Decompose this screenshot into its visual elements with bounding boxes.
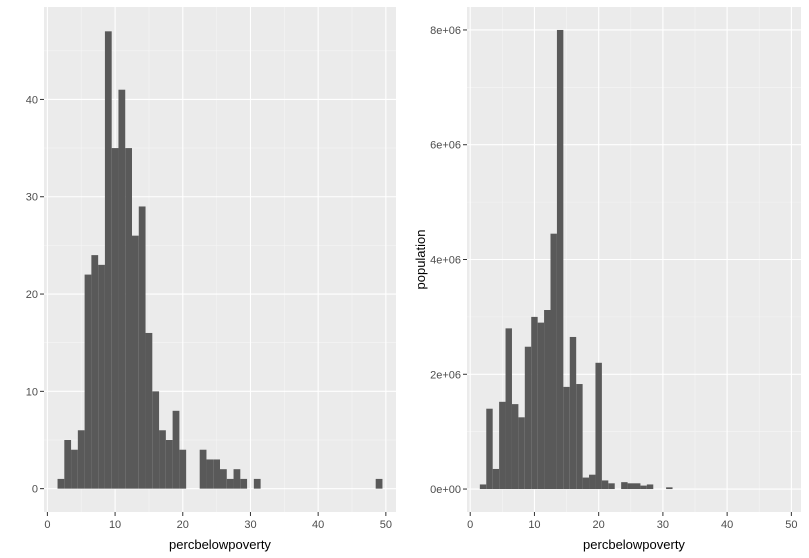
histogram-bar bbox=[57, 478, 65, 489]
histogram-bar bbox=[576, 384, 583, 490]
y-tick-label: 6e+06 bbox=[430, 140, 461, 152]
x-tick-label: 30 bbox=[657, 519, 669, 531]
histogram-bar bbox=[253, 478, 261, 489]
x-tick-label: 50 bbox=[380, 519, 392, 531]
histogram-bar bbox=[233, 469, 241, 489]
histogram-bar bbox=[666, 487, 673, 490]
y-tick-label: 4e+06 bbox=[430, 255, 461, 267]
histogram-bar bbox=[621, 482, 628, 490]
histogram-bar bbox=[152, 391, 160, 489]
y-tick-label: 8e+06 bbox=[430, 25, 461, 37]
histogram-bar bbox=[226, 478, 234, 489]
histogram-bar bbox=[132, 235, 139, 489]
right-histogram-panel: 0 10 20 30 40 50 0e+00 2e+06 4e+06 6e+06 8e+06 perc… bbox=[413, 7, 801, 552]
x-axis-title: percbelowpoverty bbox=[169, 537, 271, 552]
y-tick-label: 40 bbox=[26, 94, 38, 106]
histogram-bar bbox=[240, 478, 248, 489]
x-tick-label: 10 bbox=[528, 519, 540, 531]
histogram-bar bbox=[531, 316, 538, 490]
histogram-bar bbox=[646, 484, 654, 490]
histogram-bar bbox=[569, 336, 577, 490]
y-tick-label: 20 bbox=[26, 289, 38, 301]
histogram-bar bbox=[125, 148, 132, 489]
histogram-bar bbox=[77, 430, 85, 489]
histogram-bar bbox=[505, 328, 512, 490]
histogram-bar bbox=[91, 255, 99, 489]
histogram-bar bbox=[582, 477, 590, 490]
histogram-bar bbox=[634, 483, 641, 490]
histogram-bar bbox=[98, 264, 105, 489]
histogram-bar bbox=[595, 362, 602, 490]
histogram-bar bbox=[486, 408, 493, 490]
histogram-bar bbox=[524, 346, 532, 490]
histogram-bar bbox=[220, 469, 227, 489]
histogram-bar bbox=[64, 439, 72, 489]
y-tick-label: 0 bbox=[32, 484, 38, 496]
histogram-bar bbox=[589, 474, 596, 490]
histogram-bar bbox=[627, 483, 634, 490]
y-tick-label: 10 bbox=[26, 386, 38, 398]
histogram-bar bbox=[199, 449, 207, 489]
y-tick-label: 30 bbox=[26, 192, 38, 204]
x-tick-label: 30 bbox=[244, 519, 256, 531]
histogram-bar bbox=[608, 483, 615, 490]
x-axis-title: percbelowpoverty bbox=[583, 537, 685, 552]
x-tick-label: 20 bbox=[177, 519, 189, 531]
histogram-bar bbox=[492, 468, 500, 490]
histogram-bar bbox=[544, 310, 551, 490]
histogram-bar bbox=[479, 484, 487, 490]
histogram-bar bbox=[550, 233, 557, 490]
histogram-bar bbox=[165, 439, 173, 489]
x-tick-label: 0 bbox=[44, 519, 50, 531]
x-tick-label: 0 bbox=[467, 519, 473, 531]
histogram-bar bbox=[84, 274, 92, 489]
histogram-bar bbox=[213, 459, 220, 489]
histogram-bar bbox=[499, 401, 506, 490]
histogram-bar bbox=[563, 386, 570, 490]
x-tick-label: 40 bbox=[312, 519, 324, 531]
histogram-bar bbox=[138, 206, 146, 489]
x-tick-label: 20 bbox=[593, 519, 605, 531]
x-tick-label: 50 bbox=[785, 519, 797, 531]
histogram-bar bbox=[556, 29, 564, 490]
left-histogram-panel: 0 10 20 30 40 50 0 10 20 30 40 percbelowpoverty bbox=[26, 7, 396, 552]
histogram-bar bbox=[104, 31, 112, 489]
histogram-bar bbox=[518, 417, 525, 490]
histogram-bar bbox=[179, 449, 187, 489]
histogram-bar bbox=[159, 430, 166, 489]
y-tick-label: 0e+00 bbox=[430, 484, 461, 496]
histogram-bar bbox=[375, 478, 383, 489]
histogram-bar bbox=[172, 410, 180, 489]
histogram-bar bbox=[640, 485, 647, 490]
x-tick-label: 40 bbox=[721, 519, 733, 531]
histogram-bar bbox=[511, 404, 519, 490]
histogram-bar bbox=[206, 459, 214, 489]
y-tick-label: 2e+06 bbox=[430, 369, 461, 381]
histogram-bar bbox=[145, 332, 153, 489]
histogram-bar bbox=[601, 480, 609, 490]
x-tick-label: 10 bbox=[109, 519, 121, 531]
histogram-bar bbox=[111, 148, 119, 489]
histogram-bar bbox=[118, 89, 126, 489]
histogram-bar bbox=[537, 322, 545, 490]
y-axis-title: population bbox=[413, 230, 428, 290]
histogram-bar bbox=[71, 449, 78, 489]
